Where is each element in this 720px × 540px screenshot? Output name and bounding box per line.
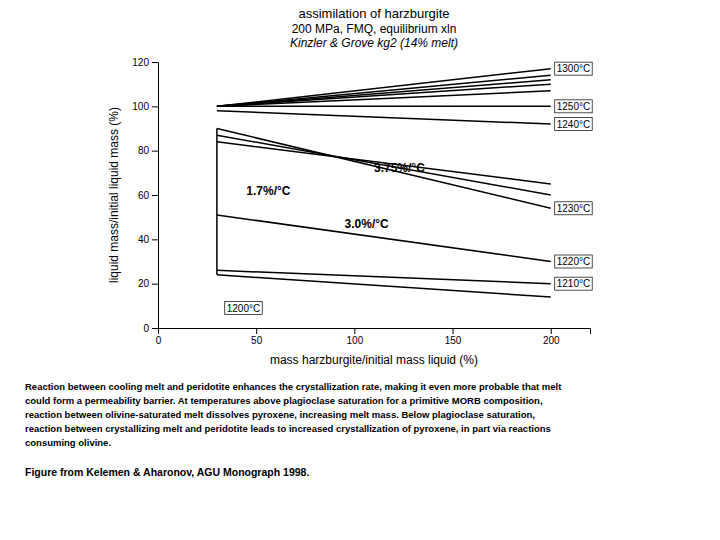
x-tick-label: 50 xyxy=(251,335,263,346)
x-tick-label: 100 xyxy=(347,335,364,346)
caption: could form a permeability barrier. At te… xyxy=(25,395,543,406)
plot: 0501001502000204060801001201300°C1250°C1… xyxy=(132,57,592,346)
x-tick-label: 200 xyxy=(543,335,560,346)
label-box xyxy=(555,255,592,268)
y-tick-mark xyxy=(152,195,158,196)
x-tick-mark xyxy=(453,328,454,334)
caption: reaction between crystallizing melt and … xyxy=(25,423,551,434)
y-axis-title: liquid mass/initial liquid mass (%) xyxy=(107,107,121,283)
y-tick: 0 xyxy=(143,323,158,334)
y-tick-label: 20 xyxy=(138,278,150,289)
series-label: 1250°C xyxy=(557,101,590,112)
annotation: 1.7%/°C xyxy=(246,184,290,198)
label-box xyxy=(555,277,592,290)
series-line xyxy=(217,91,551,107)
series-label-group: 1300°C xyxy=(555,62,592,75)
subtitle: Kinzler & Grove kg2 (14% melt) xyxy=(290,36,458,50)
labels: 1300°C 1250°C 1240°C 1230°C 1220°C 1210°C 1200… xyxy=(225,62,592,314)
y-tick-label: 0 xyxy=(143,323,149,334)
x-axis: 0 50 100 150 200 xyxy=(156,328,591,346)
series-label-group: 1250°C xyxy=(555,100,592,113)
x-tick-mark xyxy=(256,328,257,334)
caption: Reaction between cooling melt and perido… xyxy=(25,381,562,392)
series-line xyxy=(216,129,218,275)
y-tick-label: 60 xyxy=(138,190,150,201)
x-axis-line xyxy=(159,329,591,335)
y-tick-mark xyxy=(152,284,158,285)
y-tick-mark xyxy=(152,151,158,152)
series-label: 1200°C xyxy=(227,303,260,314)
series-label: 1210°C xyxy=(557,278,590,289)
series-line xyxy=(217,75,551,106)
chart: assimilation of harzburgite200 MPa, FMQ,… xyxy=(0,0,720,540)
caption: consuming olivine. xyxy=(25,437,111,448)
series-label: 1220°C xyxy=(557,256,590,267)
y-tick-mark xyxy=(152,62,158,63)
series-label: 1300°C xyxy=(557,63,590,74)
label-box xyxy=(555,202,592,215)
annotation: 3.75%/°C xyxy=(374,161,425,175)
series-line xyxy=(217,106,551,108)
series-line xyxy=(217,270,551,283)
series-label-group: 1200°C xyxy=(225,302,262,315)
series-label-group: 1230°C xyxy=(555,202,592,215)
annotation: 3.0%/°C xyxy=(345,217,389,231)
series-label-group: 1240°C xyxy=(555,118,592,131)
y-tick: 60 xyxy=(138,190,158,201)
series-line xyxy=(217,215,551,262)
label-box xyxy=(555,118,592,131)
caption: reaction between olivine-saturated melt … xyxy=(25,409,535,420)
x-tick-mark xyxy=(354,328,355,334)
series-line xyxy=(217,129,551,209)
x-tick: 100 xyxy=(347,328,364,346)
y-tick-label: 120 xyxy=(132,57,149,68)
subtitle: 200 MPa, FMQ, equilibrium xln xyxy=(292,22,457,36)
title: assimilation of harzburgite xyxy=(298,6,449,21)
x-axis-title: mass harzburgite/initial mass liquid (%) xyxy=(270,353,478,367)
series-label-group: 1210°C xyxy=(555,277,592,290)
series-line xyxy=(217,80,551,107)
y-tick-label: 40 xyxy=(138,234,150,245)
y-axis-line xyxy=(152,63,159,329)
lines xyxy=(217,69,551,297)
series-line xyxy=(217,69,551,107)
y-tick-mark xyxy=(152,106,158,107)
label-box xyxy=(225,302,262,315)
x-tick: 0 xyxy=(156,328,162,346)
x-tick-label: 0 xyxy=(156,335,162,346)
series-label-group: 1220°C xyxy=(555,255,592,268)
y-tick-label: 80 xyxy=(138,145,150,156)
label-box xyxy=(555,100,592,113)
series-line xyxy=(217,275,551,297)
label-box xyxy=(555,62,592,75)
x-tick: 50 xyxy=(251,328,263,346)
x-tick: 200 xyxy=(543,328,560,346)
series-line xyxy=(217,84,551,106)
series-line xyxy=(217,111,551,124)
x-tick-mark xyxy=(551,328,552,334)
series-label: 1240°C xyxy=(557,119,590,130)
y-tick-mark xyxy=(152,239,158,240)
y-tick-mark xyxy=(152,328,158,329)
series-label: 1230°C xyxy=(557,203,590,214)
x-tick-label: 150 xyxy=(445,335,462,346)
x-tick: 150 xyxy=(445,328,462,346)
y-tick: 20 xyxy=(138,278,158,289)
y-tick: 80 xyxy=(138,145,158,156)
y-tick: 40 xyxy=(138,234,158,245)
series-line xyxy=(217,142,551,184)
y-axis: 0 20 40 60 80 100 120 xyxy=(132,57,158,334)
y-tick: 100 xyxy=(132,101,158,112)
credit: Figure from Kelemen & Aharonov, AGU Mono… xyxy=(25,466,309,478)
y-tick-label: 100 xyxy=(132,101,149,112)
y-tick: 120 xyxy=(132,57,158,68)
